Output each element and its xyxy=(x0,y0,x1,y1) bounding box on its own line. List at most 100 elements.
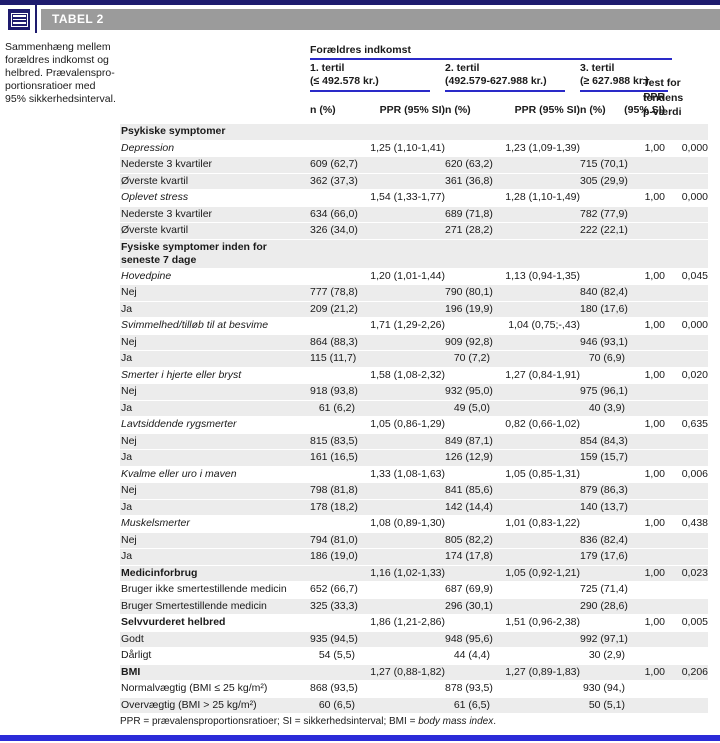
n1-cell: 61 (6,2) xyxy=(318,401,355,414)
n1-cell: 935 (94,5) xyxy=(310,632,358,645)
n2-cell: 174 (17,8) xyxy=(445,550,493,562)
n3-cell: 782 (77,9) xyxy=(580,207,628,220)
row-label: Nej xyxy=(121,335,137,348)
tertile-3-range: (≥ 627.988 kr.) xyxy=(580,75,649,87)
ppr1-cell xyxy=(355,351,445,367)
n1-cell xyxy=(310,665,355,681)
tertile-1-underline xyxy=(310,90,430,92)
ppr1-cell xyxy=(355,483,445,499)
ppr3-cell xyxy=(625,384,665,400)
n1-cell xyxy=(310,467,355,483)
n1-cell xyxy=(310,318,355,334)
n1-cell xyxy=(310,615,355,631)
ppr2-cell xyxy=(490,500,580,516)
n3-cell: 836 (82,4) xyxy=(580,533,628,546)
n2-cell: 841 (85,6) xyxy=(445,484,493,496)
tertile-2-underline xyxy=(445,90,565,92)
test-line: Test for xyxy=(643,77,681,89)
n3-cell xyxy=(580,566,625,582)
n1-cell: 798 (81,8) xyxy=(310,484,358,496)
ppr3-cell xyxy=(625,241,665,268)
row-label: Smerter i hjerte eller bryst xyxy=(121,368,242,381)
n3-cell: 290 (28,6) xyxy=(580,599,628,612)
table-row: Øverste kvartil 326 (34,0) 271 (28,2) 222 (… xyxy=(120,223,708,240)
n1-cell xyxy=(310,241,355,268)
ppr2-cell: 1,23 (1,09-1,39) xyxy=(505,141,580,154)
caption-line: forældres indkomst og xyxy=(5,54,109,66)
table-row: Medicinforbrug 1,16 (1,02-1,33) 1,05 (0,92… xyxy=(120,565,708,582)
n3-cell: 30 (2,9) xyxy=(588,649,625,661)
ppr2-cell xyxy=(490,483,580,499)
ppr2-cell xyxy=(490,241,580,268)
footnote-italic: body mass index xyxy=(418,716,494,727)
tertile-2-header: 2. tertil (492.579-627.988 kr.) xyxy=(445,62,547,88)
n2-cell: 196 (19,9) xyxy=(445,302,493,315)
n2-cell: 44 (4,4) xyxy=(453,649,490,661)
row-label: Nej xyxy=(121,385,137,397)
p-cell xyxy=(665,450,708,466)
row-label: Bruger ikke smertestillende medicin xyxy=(121,583,287,595)
table-row: Nederste 3 kvartiler 634 (66,0) 689 (71,8)… xyxy=(120,206,708,223)
ppr2-cell xyxy=(490,223,580,239)
table-row: Dårligt 54 (5,5) 44 (4,4) 30 (2,9) xyxy=(120,648,708,665)
n3-cell xyxy=(580,368,625,384)
n3-cell xyxy=(580,615,625,631)
n1-cell: 54 (5,5) xyxy=(318,649,355,661)
p-cell xyxy=(665,351,708,367)
p-cell xyxy=(665,648,708,664)
table-row: Psykiske symptomer xyxy=(120,124,708,141)
ppr2-cell: 1,28 (1,10-1,49) xyxy=(505,191,580,203)
ppr2-cell: 1,01 (0,83-1,22) xyxy=(505,517,580,529)
ppr3-cell xyxy=(625,302,665,318)
n1-cell: 634 (66,0) xyxy=(310,207,358,220)
n1-cell: 652 (66,7) xyxy=(310,583,358,595)
n3-cell xyxy=(580,190,625,206)
n3-cell: 180 (17,6) xyxy=(580,302,628,315)
tertile-3-underline xyxy=(580,90,668,92)
row-label: Ja xyxy=(121,302,133,315)
ppr2-cell xyxy=(490,384,580,400)
n3-cell: 50 (5,1) xyxy=(588,698,625,711)
ppr1-cell xyxy=(355,632,445,648)
ppr1-cell: 1,58 (1,08-2,32) xyxy=(370,368,445,381)
table-row: Ja 178 (18,2) 142 (14,4) 140 (13,7) xyxy=(120,499,708,516)
row-label: Bruger Smertestillende medicin xyxy=(121,599,267,612)
ppr2-cell xyxy=(490,549,580,565)
row-label: Ja xyxy=(121,550,133,562)
ppr1-cell: 1,86 (1,21-2,86) xyxy=(370,616,445,628)
table-footnote: PPR = prævalensproportionsratioer; SI = … xyxy=(120,716,496,727)
table-icon-glyph xyxy=(10,12,28,27)
table-row: Kvalme eller uro i maven 1,33 (1,08-1,63)… xyxy=(120,467,708,483)
caption-line: Sammenhæng mellem xyxy=(5,41,111,53)
p-cell xyxy=(665,582,708,598)
table-row: Normalvægtig (BMI ≤ 25 kg/m²) 868 (93,5) 8… xyxy=(120,681,708,698)
p-cell: 0,020 xyxy=(681,368,708,381)
n3-cell: 725 (71,4) xyxy=(580,583,628,595)
ppr2-cell xyxy=(490,351,580,367)
p-cell xyxy=(665,681,708,697)
test-line: tendens xyxy=(643,91,684,104)
row-label: Oplevet stress xyxy=(121,191,189,203)
p-cell xyxy=(665,285,708,301)
footnote-end: . xyxy=(493,716,497,727)
n2-cell: 948 (95,6) xyxy=(445,632,493,645)
table-row: Nej 864 (88,3) 909 (92,8) 946 (93,1) xyxy=(120,334,708,351)
ppr2-cell xyxy=(490,450,580,466)
group-underline xyxy=(310,58,672,60)
row-label: Muskelsmerter xyxy=(121,517,190,529)
ppr3-cell: 1,00 xyxy=(644,269,665,282)
ppr1-cell: 1,20 (1,01-1,44) xyxy=(370,269,445,282)
n1-cell xyxy=(310,566,355,582)
p-cell xyxy=(665,533,708,549)
n2-cell: 909 (92,8) xyxy=(445,335,493,348)
data-table: Forældres indkomst 1. tertil (≤ 492.578 … xyxy=(120,0,710,743)
ppr1-cell xyxy=(355,698,445,714)
table-row: Smerter i hjerte eller bryst 1,58 (1,08-2… xyxy=(120,368,708,384)
ppr2-cell xyxy=(490,533,580,549)
ppr2-cell: 1,51 (0,96-2,38) xyxy=(505,616,580,628)
ppr2-cell: 1,13 (0,94-1,35) xyxy=(505,269,580,282)
table-row: Nej 815 (83,5) 849 (87,1) 854 (84,3) xyxy=(120,433,708,450)
ppr1-cell xyxy=(355,549,445,565)
ppr1-cell: 1,71 (1,29-2,26) xyxy=(370,319,445,331)
n2-cell xyxy=(445,241,490,268)
